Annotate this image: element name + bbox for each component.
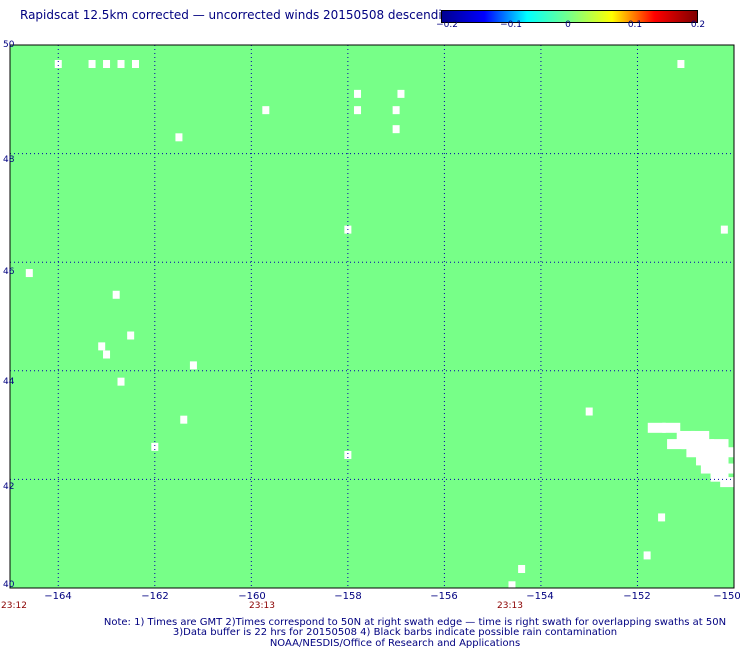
missing-data-cell (98, 342, 106, 351)
missing-data-cell (54, 60, 62, 69)
swath-time-2: 23:13 (249, 601, 275, 611)
note-line-1: Note: 1) Times are GMT 2)Times correspon… (103, 617, 727, 628)
missing-data-cell (518, 564, 526, 573)
missing-data-cell (262, 106, 270, 115)
missing-data-band-cell (715, 447, 734, 458)
chart-title: Rapidscat 12.5km corrected — uncorrected… (20, 8, 457, 22)
missing-data-cell (25, 269, 33, 278)
missing-data-cell (88, 60, 96, 69)
missing-data-cell (354, 106, 362, 115)
missing-data-cell (131, 60, 139, 69)
missing-data-cell (392, 125, 400, 134)
missing-data-cell (117, 377, 125, 386)
lat-label-40: 40 (3, 580, 15, 590)
missing-data-band-cell (700, 463, 719, 474)
swath-time-3: 23:13 (497, 601, 523, 611)
lat-label-46: 46 (3, 267, 15, 277)
lon-label-164: −164 (44, 591, 72, 602)
missing-data-cell (585, 407, 593, 416)
lon-label-156: −156 (430, 591, 458, 602)
note-line-2: 3)Data buffer is 22 hrs for 20150508 4) … (172, 627, 618, 638)
lon-label-158: −158 (334, 591, 362, 602)
colorbar (441, 10, 698, 23)
missing-data-cell (175, 133, 183, 142)
lat-label-48: 48 (3, 155, 15, 165)
missing-data-cell (180, 415, 188, 424)
missing-data-cell (643, 551, 651, 560)
lat-label-50: 50 (3, 40, 15, 50)
colorbar-label-0: 0 (565, 20, 571, 30)
missing-data-band-cell (710, 471, 729, 482)
missing-data-band-cell (696, 455, 715, 466)
missing-data-band-cell (667, 439, 686, 450)
note-line-3: NOAA/NESDIS/Office of Research and Appli… (269, 638, 521, 649)
missing-data-band-cell (710, 439, 729, 450)
missing-data-cell (397, 89, 405, 98)
missing-data-cell (658, 513, 666, 522)
map-frame (9, 44, 735, 589)
missing-data-band-cell (681, 439, 700, 450)
missing-data-band-cell (715, 463, 734, 474)
missing-data-band-cell (696, 439, 715, 450)
colorbar-label-neg-0-1: −0.1 (500, 20, 522, 30)
missing-data-cell (354, 89, 362, 98)
lon-label-160: −160 (238, 591, 266, 602)
lat-label-42: 42 (3, 482, 15, 492)
missing-data-cell (103, 350, 111, 359)
missing-data-cell (720, 225, 728, 234)
missing-data-cell (151, 442, 159, 451)
lon-label-150: −150 (713, 591, 740, 602)
lon-label-154: −154 (526, 591, 554, 602)
missing-data-band-cell (720, 477, 739, 488)
missing-data-cell (508, 581, 516, 590)
lon-label-162: −162 (141, 591, 169, 602)
colorbar-label-neg-0-2: −0.2 (436, 20, 458, 30)
missing-data-band-cell (700, 447, 719, 458)
data-field (10, 45, 734, 588)
missing-data-band-cell (691, 430, 710, 441)
missing-data-cell (189, 361, 197, 370)
lon-label-152: −152 (623, 591, 651, 602)
missing-data-cell (127, 331, 135, 340)
missing-data-band-cell (686, 447, 705, 458)
missing-data-cell (103, 60, 111, 69)
colorbar-label-0-2: 0.2 (690, 20, 706, 30)
missing-data-cell (344, 450, 352, 459)
missing-data-cell (677, 60, 685, 69)
missing-data-band-cell (647, 422, 666, 433)
missing-data-cell (392, 106, 400, 115)
swath-time-1: 23:12 (1, 601, 27, 611)
missing-data-cell (117, 60, 125, 69)
missing-data-band-cell (676, 430, 695, 441)
missing-data-band-cell (662, 422, 681, 433)
colorbar-label-0-1: 0.1 (627, 20, 643, 30)
missing-data-cell (112, 290, 120, 299)
missing-data-band-cell (710, 455, 729, 466)
lat-label-44: 44 (3, 377, 15, 387)
